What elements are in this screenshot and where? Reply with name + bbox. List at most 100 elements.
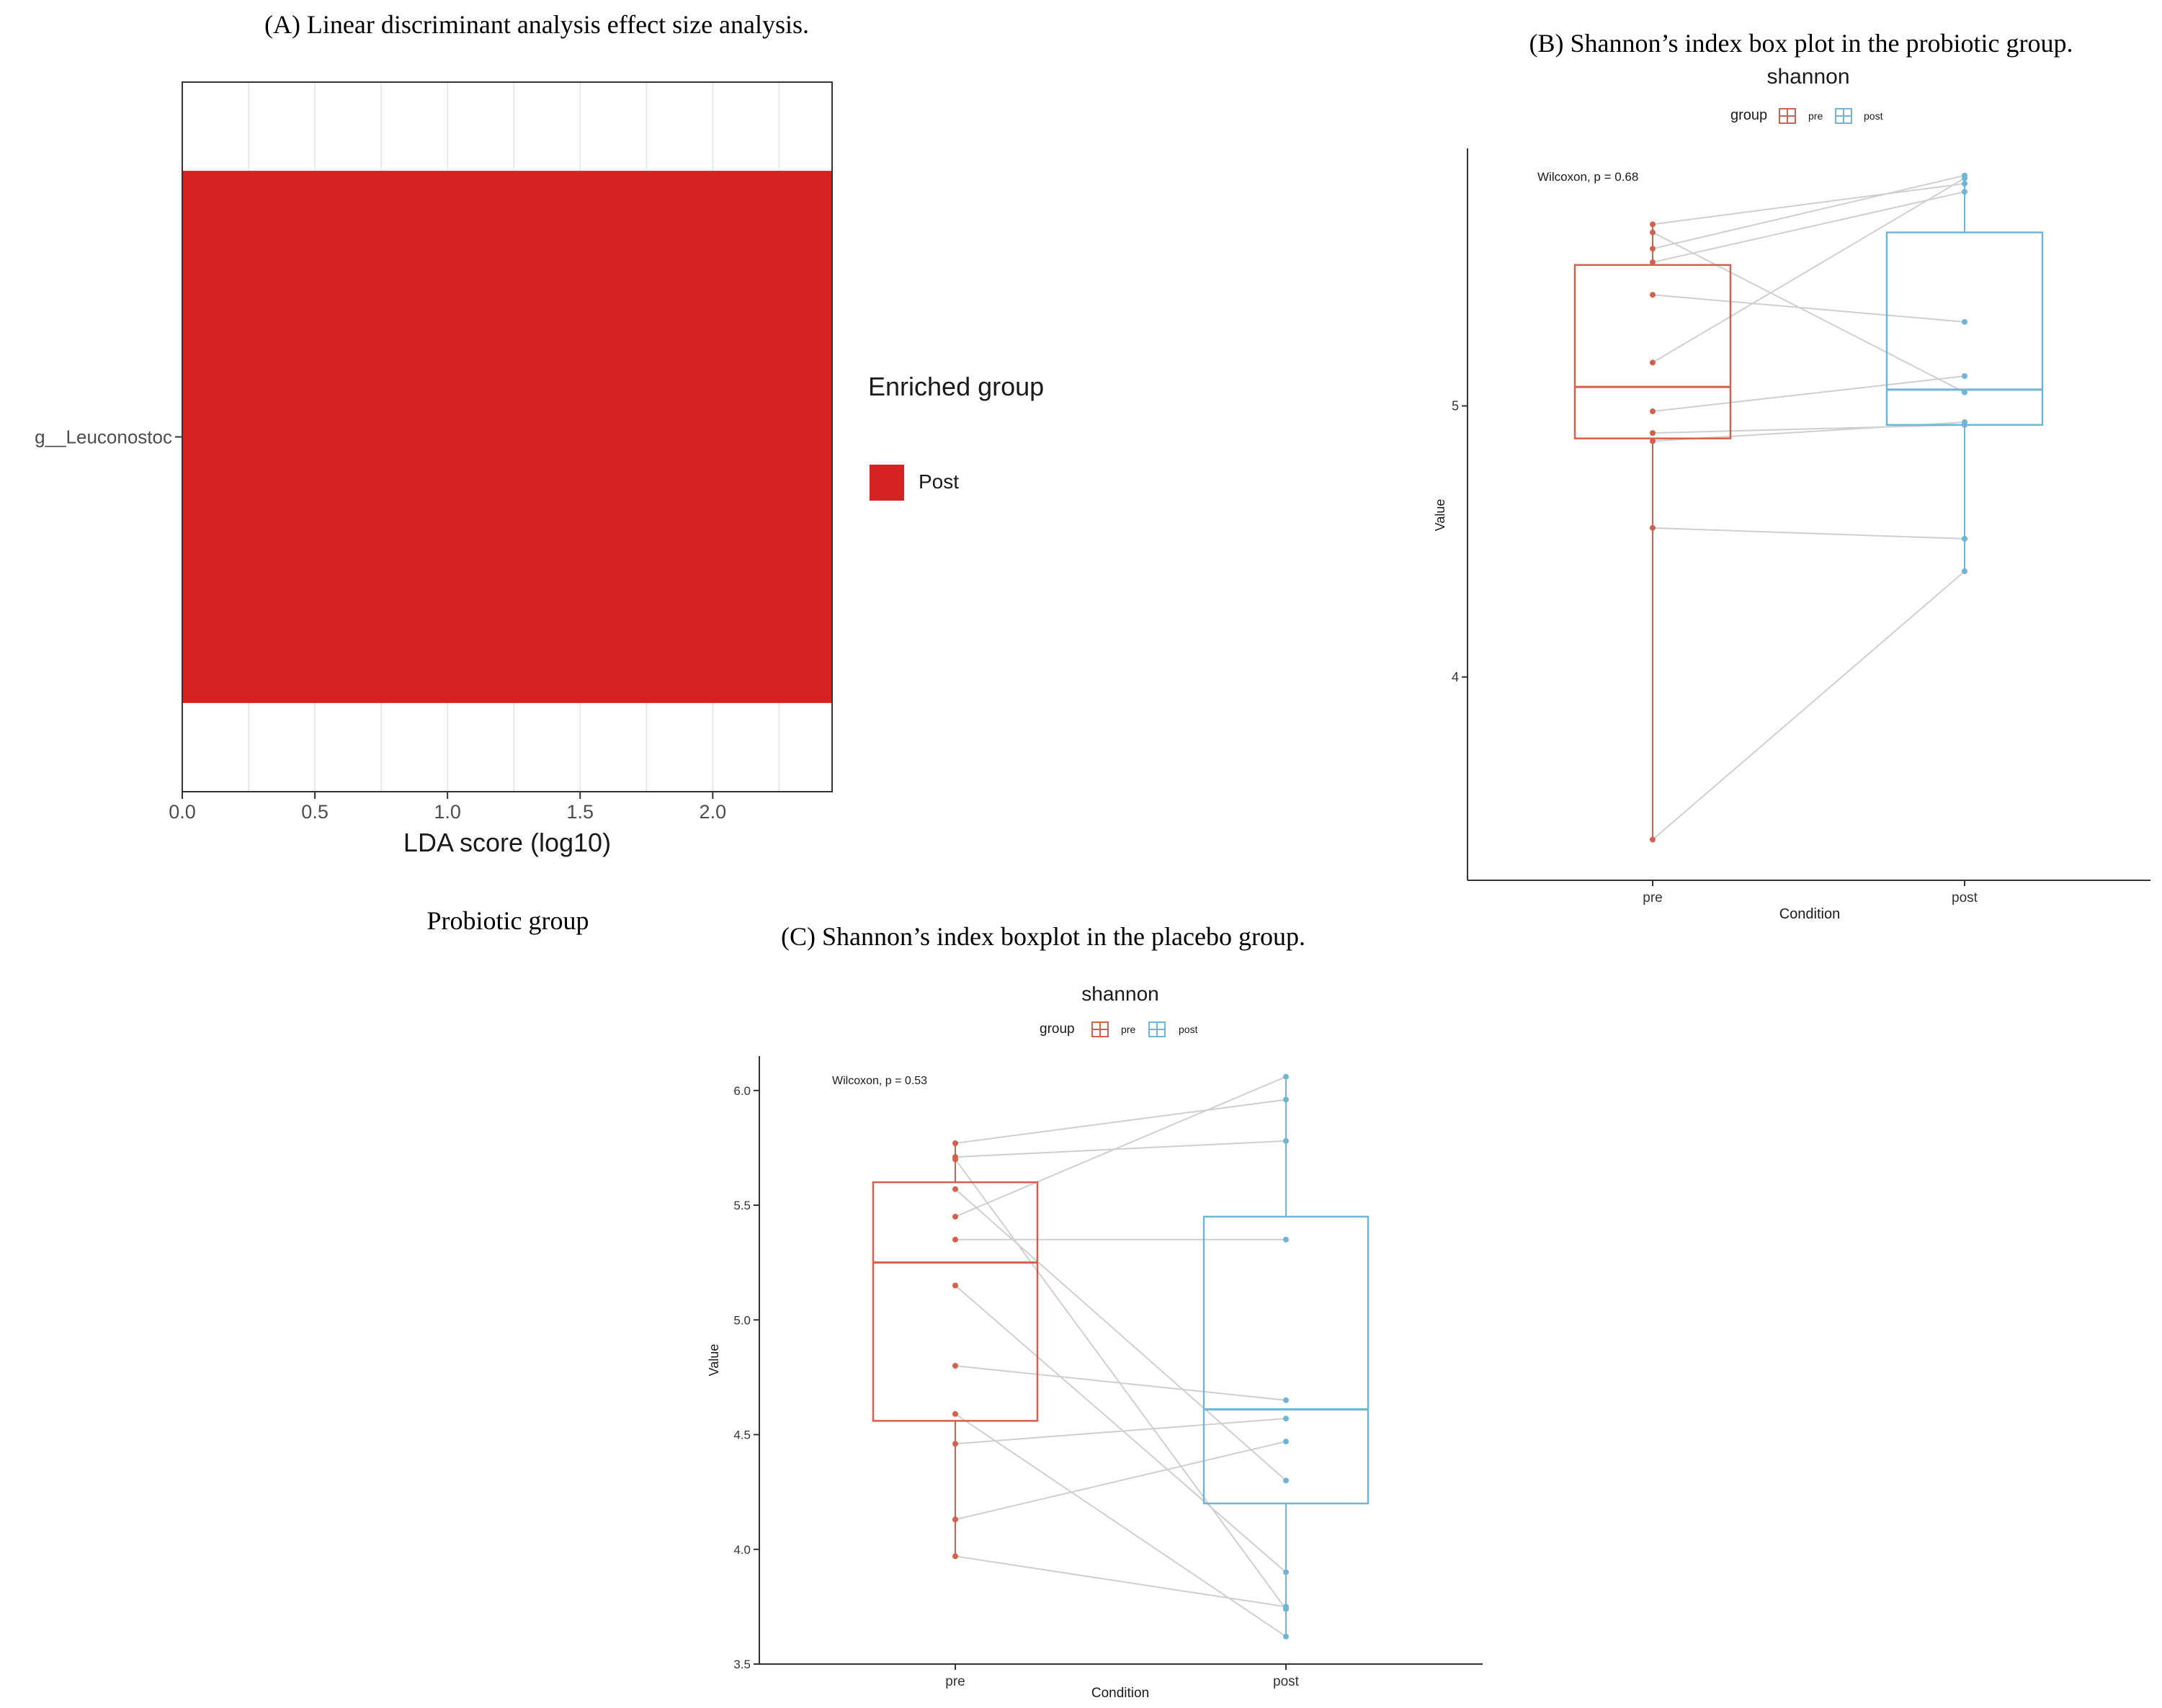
panel-b-point-pre bbox=[1650, 836, 1656, 843]
panel-c-pair-line bbox=[955, 1076, 1287, 1217]
panel-a-xtick-label: 1.5 bbox=[566, 801, 594, 823]
panel-c-ytick-label: 3.5 bbox=[733, 1658, 751, 1671]
panel-b-ytick-label: 4 bbox=[1452, 670, 1459, 684]
panel-b-point-post bbox=[1962, 568, 1967, 575]
panel-c-point-post bbox=[1283, 1439, 1289, 1445]
panel-c-point-post bbox=[1283, 1569, 1289, 1575]
panel-b-legend-pre: pre bbox=[1808, 110, 1823, 122]
panel-b-point-pre bbox=[1650, 292, 1656, 298]
panel-b-ylabel: Value bbox=[1433, 499, 1447, 532]
panel-b-point-pre bbox=[1650, 430, 1656, 437]
panel-a-xtick-label: 0.0 bbox=[169, 801, 196, 823]
panel-b-ytick-label: 5 bbox=[1452, 398, 1459, 413]
panel-c-plot: 3.5 4.0 4.5 5.0 5.5 6.0 pre post bbox=[733, 1056, 1483, 1689]
panel-a-legend-item: Post bbox=[919, 470, 959, 493]
panel-c-title: shannon bbox=[1081, 983, 1158, 1005]
panel-b-pair-line bbox=[1652, 177, 1965, 364]
panel-b-point-post bbox=[1962, 175, 1967, 182]
panel-b-pair-line bbox=[1652, 527, 1965, 540]
panel-c-point-post bbox=[1283, 1416, 1289, 1422]
panel-c-ytick-label: 4.5 bbox=[733, 1428, 751, 1442]
panel-b-pair-line bbox=[1652, 424, 1965, 434]
panel-c-ytick-label: 5.5 bbox=[733, 1199, 751, 1212]
panel-b-legend-key-post bbox=[1835, 108, 1852, 124]
panel-a-legend-title: Enriched group bbox=[868, 372, 1044, 401]
panel-b-point-post bbox=[1962, 535, 1967, 542]
panel-b-pair-line bbox=[1652, 182, 1965, 225]
panel-c-pair-line bbox=[955, 1555, 1287, 1608]
panel-b-pair-line bbox=[1652, 571, 1965, 841]
panel-c-pair-line bbox=[955, 1188, 1287, 1481]
panel-b-title: shannon bbox=[1766, 65, 1849, 89]
panel-c-point-post bbox=[1283, 1604, 1289, 1610]
panel-b-pair-line bbox=[1652, 294, 1965, 323]
panel-a-legend-swatch-post bbox=[870, 465, 904, 501]
panel-b-point-pre bbox=[1650, 408, 1656, 415]
panel-b-box-post bbox=[1885, 231, 2044, 426]
panel-b-xtick-label: pre bbox=[1643, 890, 1662, 906]
panel-a-xtick-label: 2.0 bbox=[700, 801, 727, 823]
panel-c-pair-line bbox=[955, 1413, 1287, 1637]
panel-c-point-pre bbox=[952, 1516, 958, 1523]
panel-c-point-post bbox=[1283, 1397, 1289, 1403]
panel-c-point-pre bbox=[952, 1236, 958, 1243]
panel-c-point-post bbox=[1283, 1633, 1289, 1640]
panel-a-xlabel: LDA score (log10) bbox=[403, 828, 611, 857]
panel-c-caption: (C) Shannon’s index boxplot in the place… bbox=[781, 922, 1305, 951]
panel-c-point-pre bbox=[952, 1186, 958, 1192]
panel-b-stat-text: Wilcoxon, p = 0.68 bbox=[1537, 170, 1638, 184]
panel-c-pair-line bbox=[955, 1418, 1287, 1445]
panel-c-point-pre bbox=[952, 1156, 958, 1163]
panel-c-point-pre bbox=[952, 1282, 958, 1289]
panel-b-point-pre bbox=[1650, 221, 1656, 228]
panel-a-y-ticks: g__Leuconostoc bbox=[35, 426, 182, 448]
panel-b-point-pre bbox=[1650, 259, 1656, 266]
panel-c-point-post bbox=[1283, 1477, 1289, 1484]
panel-b-point-post bbox=[1962, 373, 1967, 380]
panel-b-pair-line bbox=[1652, 231, 1965, 393]
panel-c-ylabel: Value bbox=[707, 1344, 721, 1377]
panel-c-pair-line bbox=[955, 1158, 1287, 1610]
panel-c-legend-label: group bbox=[1040, 1021, 1075, 1037]
panel-b: (B) Shannon’s index box plot in the prob… bbox=[1433, 29, 2150, 922]
panel-c-legend-post: post bbox=[1179, 1024, 1198, 1035]
panel-c-ytick-label: 4.0 bbox=[733, 1543, 751, 1557]
panel-b-point-pre bbox=[1650, 246, 1656, 252]
panel-c-point-pre bbox=[952, 1441, 958, 1447]
panel-c-point-post bbox=[1283, 1236, 1289, 1243]
panel-b-legend-post: post bbox=[1864, 110, 1883, 122]
panel-a-xtick-label: 0.5 bbox=[301, 801, 329, 823]
panel-a-xtick-label: 1.0 bbox=[434, 801, 461, 823]
panel-a-subcaption: Probiotic group bbox=[427, 906, 589, 935]
panel-b-pair-line bbox=[1652, 191, 1965, 264]
panel-a-x-ticks: 0.0 0.5 1.0 1.5 2.0 bbox=[169, 792, 726, 823]
panel-c-xtick-label: post bbox=[1273, 1674, 1300, 1689]
panel-b-point-pre bbox=[1650, 524, 1656, 531]
panel-b-point-pre bbox=[1650, 359, 1656, 366]
panel-c-stat-text: Wilcoxon, p = 0.53 bbox=[832, 1075, 927, 1087]
panel-c-legend-key-pre bbox=[1091, 1021, 1109, 1037]
panel-b-legend: group pre post bbox=[1730, 107, 1883, 124]
panel-c: (C) Shannon’s index boxplot in the place… bbox=[707, 922, 1483, 1701]
panel-c-point-pre bbox=[952, 1362, 958, 1369]
panel-c-xtick-label: pre bbox=[945, 1674, 965, 1689]
panel-b-point-post bbox=[1962, 419, 1967, 426]
panel-c-point-post bbox=[1283, 1073, 1289, 1080]
panel-c-pair-line bbox=[955, 1140, 1287, 1158]
panel-b-legend-key-pre bbox=[1779, 108, 1796, 124]
panel-c-point-pre bbox=[952, 1410, 958, 1417]
panel-a-ytick-label: g__Leuconostoc bbox=[35, 426, 172, 448]
panel-c-legend-key-post bbox=[1148, 1021, 1166, 1037]
panel-b-xlabel: Condition bbox=[1779, 906, 1841, 922]
panel-c-pair-line bbox=[955, 1364, 1287, 1401]
panel-b-legend-label: group bbox=[1730, 107, 1767, 123]
panel-a-bar-g__Leuconostoc bbox=[182, 171, 832, 703]
panel-b-point-post bbox=[1962, 180, 1967, 187]
panel-a-bars bbox=[182, 171, 832, 703]
panel-b-xtick-label: post bbox=[1952, 890, 1978, 906]
panel-b-point-post bbox=[1962, 189, 1967, 195]
panel-c-xlabel: Condition bbox=[1091, 1686, 1149, 1701]
panel-c-box-pre bbox=[872, 1181, 1039, 1422]
panel-b-pair-line bbox=[1652, 375, 1965, 413]
